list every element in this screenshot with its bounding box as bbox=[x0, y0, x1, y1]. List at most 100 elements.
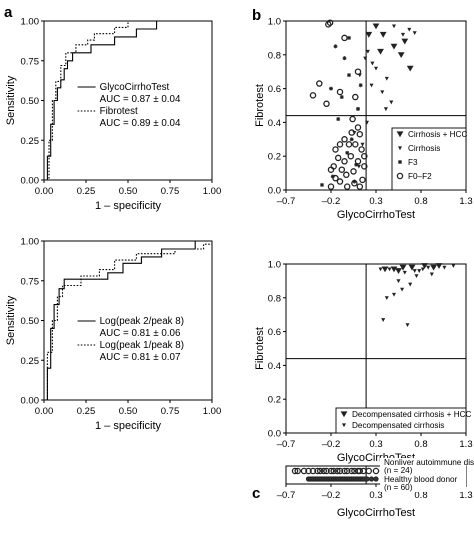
b-top-point-star bbox=[329, 86, 333, 91]
a-top-legend-auc-1: AUC = 0.87 ± 0.04 bbox=[100, 94, 181, 105]
c-legend-n-2: (n = 60) bbox=[384, 483, 413, 492]
b-top-point-circle bbox=[345, 141, 353, 148]
b-top-legend-label-1: Cirrhosis + HCC bbox=[408, 130, 467, 139]
b-top-point-circle bbox=[349, 115, 356, 123]
b-top-point-triangle-small bbox=[365, 120, 369, 125]
b-top-point-circle bbox=[327, 183, 335, 190]
b-top-legend-marker-2 bbox=[398, 146, 402, 151]
b-top-y-tick-label: 0.2 bbox=[268, 152, 281, 163]
c-x-tick-label: –0.2 bbox=[322, 490, 341, 501]
a-top-y-tick-label: 0.00 bbox=[21, 176, 40, 187]
c-legend-name-2: Healthy blood donor bbox=[384, 475, 458, 484]
b-bottom-legend-box bbox=[335, 407, 467, 434]
b-top-point-circle bbox=[354, 68, 362, 75]
b-top-point-circle bbox=[336, 141, 344, 148]
c-point-circle bbox=[336, 467, 344, 475]
b-top-point-circle bbox=[341, 34, 348, 42]
b-top-point-star bbox=[356, 106, 360, 111]
b-bottom-point-triangle-large bbox=[399, 264, 407, 271]
a-top-x-tick-label: 0.00 bbox=[35, 186, 54, 197]
c-point-circle bbox=[309, 467, 317, 475]
b-top-point-triangle-large bbox=[406, 65, 414, 72]
c-point-circle bbox=[372, 467, 380, 475]
b-bottom-point-triangle-large bbox=[395, 268, 402, 274]
b-bottom-legend-label-1: Decompensated cirrhosis + HCC bbox=[352, 410, 472, 419]
b-top-point-circle bbox=[325, 21, 332, 28]
c-x-axis-label: GlycoCirrhoTest bbox=[337, 507, 415, 519]
c-point-circle bbox=[291, 467, 299, 475]
b-top-point-circle bbox=[341, 136, 348, 143]
a-bottom-y-tick-label: 1.00 bbox=[21, 237, 40, 248]
b-top-point-circle bbox=[356, 130, 364, 138]
b-bottom-point-triangle-small bbox=[414, 274, 419, 279]
b-top-point-star bbox=[339, 95, 344, 100]
panel-b-letter: b bbox=[252, 7, 261, 24]
a-top-roc-curve-2 bbox=[44, 20, 212, 181]
b-bottom-point-triangle-large bbox=[381, 266, 389, 273]
b-bottom-x-tick-label: 0.8 bbox=[414, 439, 427, 450]
charts-layer: 0.00 0.25 0.50 0.75 1.000.000.250.500.751.00… bbox=[5, 17, 474, 520]
c-point-circle bbox=[365, 467, 373, 475]
b-bottom-x-tick-label: –0.7 bbox=[277, 439, 296, 450]
a-top-y-tick-label: 0.75 bbox=[21, 56, 40, 67]
b-bottom-point-triangle-small bbox=[451, 264, 456, 268]
b-top-point-circle bbox=[332, 146, 339, 153]
b-bottom-point-triangle-small bbox=[396, 279, 401, 284]
c-point-circle bbox=[334, 467, 341, 475]
a-bottom-x-tick-label: 0.50 bbox=[119, 406, 138, 417]
b-top-point-triangle-small bbox=[356, 164, 361, 169]
c-x-tick-label: 1.3 bbox=[459, 490, 472, 501]
c-point-circle bbox=[320, 467, 328, 475]
a-bottom-x-tick-label: 0.75 bbox=[161, 406, 180, 417]
b-top-point-circle bbox=[361, 163, 368, 170]
b-top-point-star bbox=[354, 162, 359, 167]
b-bottom-point-triangle-small bbox=[417, 269, 422, 273]
b-bottom-x-tick-label: –0.2 bbox=[322, 439, 341, 450]
b-top-point-triangle-small bbox=[365, 49, 370, 54]
c-point-circle bbox=[314, 467, 321, 475]
b-top-point-triangle-small bbox=[383, 107, 388, 112]
b-bottom-point-triangle-small bbox=[412, 269, 417, 273]
b-bottom-point-triangle-small bbox=[420, 267, 425, 272]
c-legend-name-1: Nonliver autoimmune disorder bbox=[384, 458, 474, 467]
b-top-point-triangle-large bbox=[390, 43, 398, 50]
b-bottom-point-triangle-small bbox=[405, 323, 410, 328]
c-point-circle bbox=[327, 467, 335, 475]
c-point-circle-filled bbox=[364, 476, 370, 482]
b-bottom-y-tick-label: 0.0 bbox=[268, 429, 281, 440]
b-top-point-triangle-small bbox=[374, 66, 378, 71]
b-top-point-star bbox=[352, 179, 357, 184]
a-bottom-x-tick-label: 0.25 bbox=[77, 406, 96, 417]
b-top-point-circle bbox=[332, 174, 339, 182]
panel-a-letter: a bbox=[4, 4, 13, 21]
b-top-point-circle bbox=[356, 183, 364, 190]
b-bottom-point-triangle-small bbox=[378, 267, 383, 272]
c-point-circle bbox=[300, 467, 308, 475]
b-top-point-star bbox=[342, 56, 347, 61]
b-top-point-circle bbox=[330, 163, 337, 170]
c-point-circle-filled bbox=[373, 476, 379, 482]
b-top-point-star bbox=[349, 137, 354, 142]
b-top-point-circle bbox=[361, 152, 368, 160]
c-point-circle bbox=[294, 467, 301, 475]
a-top-y-tick-label: 0.25 bbox=[21, 136, 40, 147]
b-top-point-circle bbox=[358, 146, 365, 153]
c-point-circle bbox=[330, 467, 337, 475]
b-top-point-circle bbox=[354, 158, 362, 165]
a-bottom-roc-curve-1 bbox=[44, 240, 212, 401]
b-top-point-star bbox=[320, 182, 324, 187]
b-top-point-circle bbox=[350, 168, 357, 175]
b-top-point-star bbox=[347, 35, 351, 40]
b-top-y-tick-label: 0.8 bbox=[268, 50, 281, 61]
c-legend-bg bbox=[380, 458, 466, 492]
b-top-point-triangle-small bbox=[392, 24, 396, 29]
b-bottom-point-triangle-small bbox=[408, 282, 413, 287]
panel-c-letter: c bbox=[252, 485, 260, 502]
b-top-point-triangle-large bbox=[365, 31, 373, 38]
b-top-point-circle bbox=[309, 92, 317, 99]
c-point-circle-filled bbox=[368, 476, 375, 482]
b-bottom-point-triangle-large bbox=[430, 264, 437, 271]
b-top-point-circle bbox=[343, 171, 350, 179]
b-top-point-triangle-large bbox=[397, 52, 405, 58]
b-bottom-y-tick-label: 0.4 bbox=[268, 361, 281, 372]
